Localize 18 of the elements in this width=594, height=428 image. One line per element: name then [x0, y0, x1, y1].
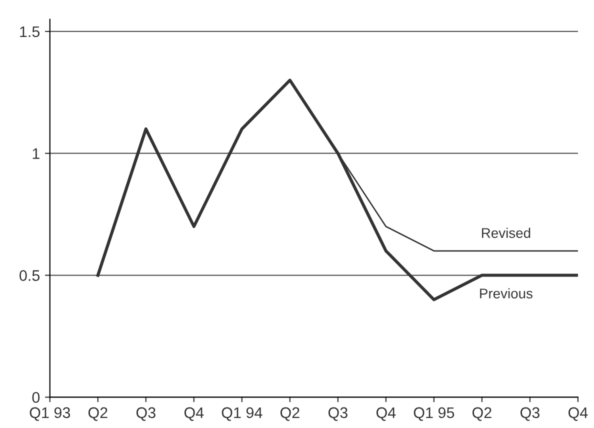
x-tick-label: Q2	[472, 407, 492, 421]
x-tick-label: Q1 93	[30, 407, 70, 421]
x-tick-label: Q4	[568, 407, 588, 421]
y-tick-label: 0	[32, 392, 40, 403]
series-label: Revised	[482, 228, 530, 238]
series-label: Previous	[480, 288, 532, 298]
x-tick-label: Q2	[88, 407, 108, 421]
x-tick-label: Q3	[328, 407, 348, 421]
y-tick-label: 1.5	[20, 26, 40, 38]
x-tick-label: Q1 95	[414, 407, 454, 421]
x-tick-label: Q1 94	[222, 407, 262, 421]
y-tick-label: 0.5	[20, 270, 40, 281]
x-tick-label: Q4	[184, 407, 204, 421]
x-tick-label: Q3	[136, 407, 156, 421]
x-tick-label: Q3	[520, 407, 540, 421]
y-tick-label: 1	[32, 148, 40, 159]
x-tick-label: Q2	[280, 407, 300, 421]
x-tick-label: Q4	[376, 407, 396, 421]
